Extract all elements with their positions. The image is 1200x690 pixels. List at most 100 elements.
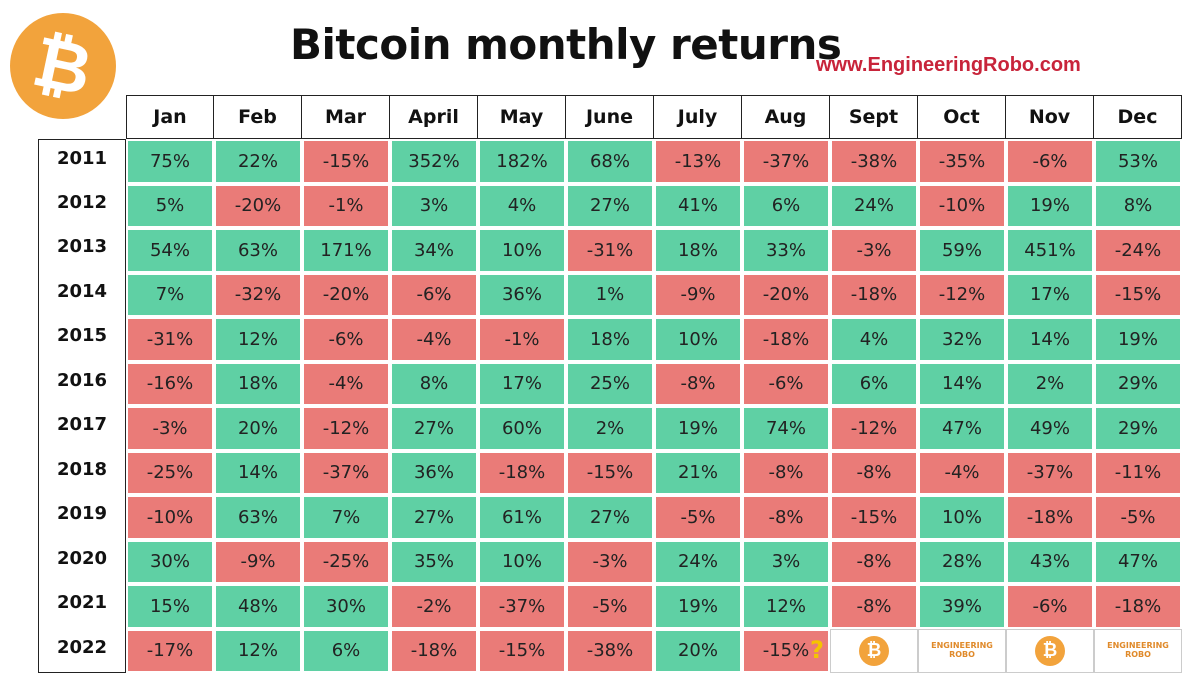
return-cell: -5%	[654, 495, 742, 540]
return-cell: 24%	[830, 183, 918, 228]
table-row: 2022 -17% 12% 6% -18% -15% -38% 20% -15% ₿ ENGINEE…	[38, 628, 1182, 673]
return-cell: -38%	[830, 139, 918, 184]
return-cell: 18%	[654, 228, 742, 273]
return-cell: 14%	[1006, 317, 1094, 362]
return-cell: 24%	[654, 539, 742, 584]
return-cell: -6%	[1006, 584, 1094, 629]
return-cell: -2%	[390, 584, 478, 629]
return-cell: -8%	[830, 584, 918, 629]
column-header-july: July	[654, 95, 742, 139]
returns-table: Jan Feb Mar April May June July Aug Sept Oct Nov De…	[38, 95, 1182, 673]
return-cell: 451%	[1006, 228, 1094, 273]
return-cell: -25%	[302, 539, 390, 584]
watermark-logo-icon: ENGINEERING ROBO	[931, 640, 993, 659]
return-cell: 36%	[478, 272, 566, 317]
return-cell: -10%	[918, 183, 1006, 228]
return-cell: 2%	[566, 406, 654, 451]
return-cell: 4%	[478, 183, 566, 228]
table-corner	[38, 95, 126, 139]
return-cell: 59%	[918, 228, 1006, 273]
year-label: 2011	[38, 139, 126, 184]
return-cell: -4%	[918, 450, 1006, 495]
return-cell: -15%	[830, 495, 918, 540]
return-cell: 18%	[566, 317, 654, 362]
return-cell: 60%	[478, 406, 566, 451]
return-cell: -24%	[1094, 228, 1182, 273]
return-cell: -10%	[126, 495, 214, 540]
return-cell: -18%	[830, 272, 918, 317]
return-cell: -25%	[126, 450, 214, 495]
return-cell: -11%	[1094, 450, 1182, 495]
year-label: 2018	[38, 450, 126, 495]
column-header-may: May	[478, 95, 566, 139]
return-cell: 6%	[742, 183, 830, 228]
return-cell: -6%	[390, 272, 478, 317]
year-label: 2013	[38, 228, 126, 273]
column-header-jan: Jan	[126, 95, 214, 139]
return-cell: -37%	[302, 450, 390, 495]
return-cell: 15%	[126, 584, 214, 629]
return-cell: -3%	[566, 539, 654, 584]
return-cell: 47%	[1094, 539, 1182, 584]
return-cell: 68%	[566, 139, 654, 184]
return-cell: 4%	[830, 317, 918, 362]
return-cell: 53%	[1094, 139, 1182, 184]
return-cell: 19%	[654, 406, 742, 451]
return-cell: 29%	[1094, 406, 1182, 451]
return-cell: -8%	[742, 450, 830, 495]
return-cell: -16%	[126, 361, 214, 406]
return-cell: 12%	[214, 317, 302, 362]
table-row: 2017 -3% 20% -12% 27% 60% 2% 19% 74% -12% 47% 49% 29…	[38, 406, 1182, 451]
return-cell: -20%	[302, 272, 390, 317]
return-cell: -12%	[918, 272, 1006, 317]
return-cell: 25%	[566, 361, 654, 406]
table-row: 2012 5% -20% -1% 3% 4% 27% 41% 6% 24% -10% 19% 8%	[38, 183, 1182, 228]
return-cell: 63%	[214, 228, 302, 273]
return-cell: 21%	[654, 450, 742, 495]
return-cell: -12%	[302, 406, 390, 451]
return-cell: 17%	[478, 361, 566, 406]
table-row: 2011 75% 22% -15% 352% 182% 68% -13% -37% -38% -35…	[38, 139, 1182, 184]
column-header-feb: Feb	[214, 95, 302, 139]
return-cell: 32%	[918, 317, 1006, 362]
placeholder-cell: ENGINEERING ROBO	[1094, 628, 1182, 673]
year-label: 2017	[38, 406, 126, 451]
return-cell: 41%	[654, 183, 742, 228]
return-cell: 1%	[566, 272, 654, 317]
table-row: 2018 -25% 14% -37% 36% -18% -15% 21% -8% -8% -4% -3…	[38, 450, 1182, 495]
return-cell: -15%	[566, 450, 654, 495]
return-cell: 20%	[654, 628, 742, 673]
return-cell: -8%	[830, 450, 918, 495]
return-cell: 12%	[742, 584, 830, 629]
table-body: 2011 75% 22% -15% 352% 182% 68% -13% -37% -38% -35…	[38, 139, 1182, 673]
return-cell: -31%	[566, 228, 654, 273]
return-cell: 43%	[1006, 539, 1094, 584]
return-cell: -5%	[1094, 495, 1182, 540]
table-row: 2015 -31% 12% -6% -4% -1% 18% 10% -18% 4% 32% 14% 19…	[38, 317, 1182, 362]
return-cell: 48%	[214, 584, 302, 629]
return-cell: -18%	[1094, 584, 1182, 629]
table-row: 2019 -10% 63% 7% 27% 61% 27% -5% -8% -15% 10% -18% -…	[38, 495, 1182, 540]
return-cell: 29%	[1094, 361, 1182, 406]
return-cell: 171%	[302, 228, 390, 273]
column-header-mar: Mar	[302, 95, 390, 139]
page-title: Bitcoin monthly returns	[290, 20, 842, 69]
return-cell: 74%	[742, 406, 830, 451]
return-cell: 30%	[126, 539, 214, 584]
return-cell: -37%	[478, 584, 566, 629]
return-cell: 18%	[214, 361, 302, 406]
return-cell: -6%	[1006, 139, 1094, 184]
return-cell: 19%	[1094, 317, 1182, 362]
column-header-aug: Aug	[742, 95, 830, 139]
year-label: 2015	[38, 317, 126, 362]
return-cell: 39%	[918, 584, 1006, 629]
return-cell: -6%	[742, 361, 830, 406]
table-row: 2020 30% -9% -25% 35% 10% -3% 24% 3% -8% 28% 43% 47%	[38, 539, 1182, 584]
return-cell: -17%	[126, 628, 214, 673]
return-cell: -9%	[654, 272, 742, 317]
year-label: 2014	[38, 272, 126, 317]
bitcoin-logo-icon: ₿	[10, 13, 116, 119]
header-row: Jan Feb Mar April May June July Aug Sept Oct Nov De…	[38, 95, 1182, 139]
return-cell: -4%	[302, 361, 390, 406]
year-label: 2020	[38, 539, 126, 584]
